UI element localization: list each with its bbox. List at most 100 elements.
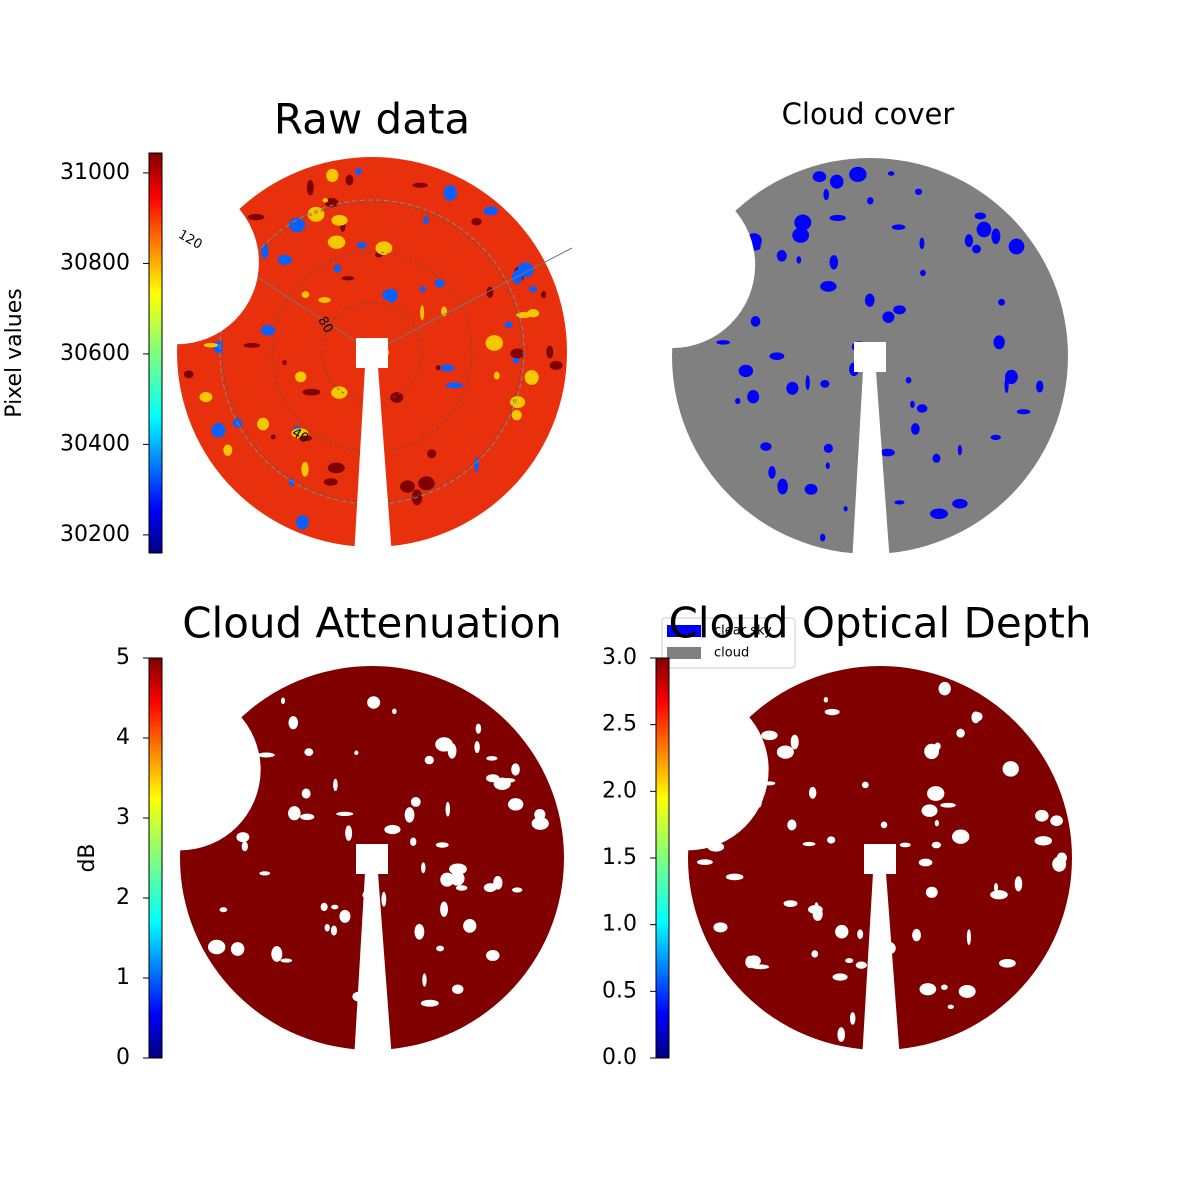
image-spot <box>301 461 309 477</box>
image-spot <box>880 448 895 457</box>
colorbar-label: Pixel values <box>2 288 27 417</box>
panel-title: Cloud Attenuation <box>182 599 562 648</box>
image-spot <box>471 217 482 226</box>
image-spot <box>1014 876 1023 892</box>
image-spot <box>783 900 798 907</box>
image-spot <box>261 243 269 259</box>
image-spot <box>512 357 520 364</box>
image-spot <box>914 188 923 195</box>
image-spot <box>420 999 439 1007</box>
image-spot <box>738 364 754 378</box>
image-spot <box>507 798 524 811</box>
polar-label: 80 <box>314 314 335 336</box>
image-spot <box>199 391 213 403</box>
image-spot <box>336 811 354 817</box>
image-spot <box>919 237 925 250</box>
notch <box>99 689 261 851</box>
image-spot <box>424 755 434 765</box>
image-spot <box>236 832 250 843</box>
image-spot <box>823 188 830 201</box>
image-spot <box>277 254 292 266</box>
mount <box>854 342 886 372</box>
image-spot <box>934 742 941 751</box>
image-spot <box>517 262 534 278</box>
image-spot <box>324 197 339 208</box>
image-spot <box>716 340 730 345</box>
colorbar-tick-label: 3 <box>116 805 130 830</box>
image-spot <box>355 168 362 175</box>
image-spot <box>449 863 467 875</box>
image-spot <box>918 858 933 867</box>
image-spot <box>280 958 293 963</box>
image-spot <box>288 218 306 233</box>
image-spot <box>435 842 449 848</box>
image-spot <box>855 961 867 969</box>
image-spot <box>823 443 833 453</box>
colorbar-tick-label: 2 <box>116 885 130 910</box>
image-spot <box>808 786 817 799</box>
image-spot <box>808 904 823 914</box>
image-spot <box>999 958 1016 968</box>
colorbar-tick-label: 0 <box>116 1045 130 1070</box>
image-spot <box>282 359 287 366</box>
image-spot <box>304 748 314 757</box>
image-spot <box>769 352 785 360</box>
image-spot <box>857 929 864 940</box>
image-spot <box>823 696 829 703</box>
image-spot <box>486 756 498 761</box>
image-spot <box>832 973 848 981</box>
image-spot <box>776 745 794 759</box>
image-spot <box>419 286 426 292</box>
colorbar-tick-label: 1.0 <box>602 912 637 937</box>
image-spot <box>320 902 328 912</box>
panel-title: Cloud cover <box>782 97 955 131</box>
image-spot <box>420 305 425 321</box>
image-spot <box>207 939 226 955</box>
image-spot <box>972 244 981 254</box>
image-spot <box>747 390 760 404</box>
image-spot <box>524 370 539 385</box>
image-spot <box>381 891 387 907</box>
image-spot <box>893 305 906 315</box>
image-spot <box>760 442 772 451</box>
image-spot <box>934 819 940 827</box>
image-spot <box>910 400 915 409</box>
image-spot <box>776 250 787 262</box>
image-spot <box>412 182 428 188</box>
image-spot <box>940 802 956 808</box>
image-spot <box>925 886 938 898</box>
image-spot <box>384 824 401 835</box>
image-spot <box>288 806 301 821</box>
colorbar-tick-label: 2.5 <box>602 712 637 737</box>
image-spot <box>410 796 421 807</box>
image-spot <box>427 449 437 459</box>
image-spot <box>952 829 970 844</box>
image-spot <box>410 837 417 846</box>
image-spot <box>474 457 479 472</box>
image-spot <box>486 949 500 961</box>
image-spot <box>211 422 226 438</box>
image-spot <box>796 256 802 264</box>
image-spot <box>820 281 837 292</box>
image-spot <box>829 255 839 270</box>
mount <box>356 844 388 874</box>
image-spot <box>455 885 468 891</box>
colorbar-tick-label: 30800 <box>60 250 130 275</box>
image-spot <box>257 752 275 758</box>
image-spot <box>971 711 981 724</box>
image-spot <box>356 242 367 249</box>
image-spot <box>861 781 869 789</box>
image-spot <box>296 515 309 530</box>
image-spot <box>440 364 455 372</box>
image-spot <box>299 435 313 442</box>
image-spot <box>367 696 381 709</box>
image-spot <box>511 763 520 776</box>
image-spot <box>1034 836 1053 846</box>
image-spot <box>947 1004 954 1009</box>
image-spot <box>905 376 912 384</box>
image-spot <box>768 466 776 479</box>
image-spot <box>880 821 888 829</box>
wedge <box>862 873 900 1060</box>
image-spot <box>324 923 330 932</box>
